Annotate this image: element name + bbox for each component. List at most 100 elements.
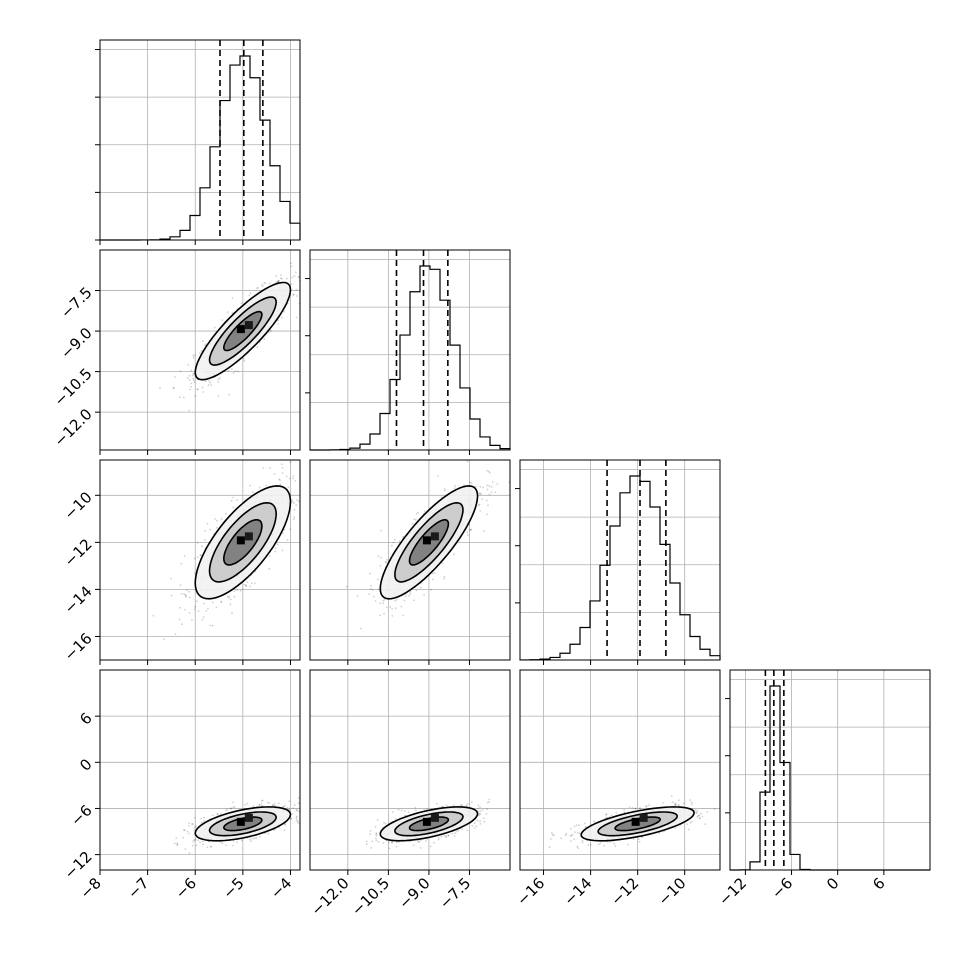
scatter-point [200,821,203,824]
scatter-point [221,842,224,845]
density-peak [244,532,253,541]
scatter-point [286,277,288,280]
scatter-point [408,594,410,597]
scatter-point [231,612,233,615]
scatter-point [675,803,678,806]
scatter-point [216,526,218,529]
scatter-point [193,839,196,842]
scatter-point [614,845,617,847]
density-peak [244,813,253,822]
scatter-point [277,280,280,282]
scatter-point [477,804,480,807]
scatter-point [689,799,691,801]
scatter-point [551,833,554,836]
scatter-point [186,589,188,592]
scatter-point [283,829,286,831]
scatter-point [486,469,488,472]
scatter-point [454,484,456,487]
scatter-point [455,830,458,833]
scatter-point [290,817,293,820]
scatter-point [388,841,390,844]
scatter-point [292,807,294,809]
scatter-point [244,804,247,806]
scatter-point [292,477,294,480]
scatter-point [290,283,293,285]
scatter-point [298,797,300,799]
scatter-point [365,840,368,843]
scatter-point [482,817,485,820]
scatter-point [217,378,220,381]
scatter-point [274,547,277,550]
scatter-point [466,829,469,832]
scatter-point [217,381,220,383]
scatter-point [688,828,690,831]
scatter-point [488,485,491,487]
scatter-point [388,847,391,850]
scatter-point [202,340,204,342]
scatter-point [658,832,661,834]
scatter-point [485,499,488,502]
scatter-point [176,844,179,846]
scatter-point [432,572,434,575]
scatter-point [250,840,253,843]
scatter-point [296,295,299,297]
scatter-point [194,354,196,356]
scatter-point [162,638,165,641]
scatter-point [384,822,387,825]
scatter-point [441,562,444,565]
y-tick-label: −6 [67,801,95,829]
scatter-point [578,824,580,827]
scatter-point [276,543,279,546]
scatter-point [236,589,239,591]
y-tick-label: −12.0 [50,405,95,450]
scatter-point [205,610,208,612]
scatter-point [254,582,256,585]
scatter-point [694,809,697,812]
scatter-point [466,460,469,463]
scatter-point [380,556,382,559]
scatter-point [475,825,478,827]
scatter-point [220,812,222,815]
scatter-point [279,483,282,486]
scatter-point [289,461,292,464]
scatter-point [194,605,197,608]
scatter-point [207,607,209,610]
scatter-point [183,829,185,831]
scatter-point [482,486,484,489]
scatter-point [442,805,444,808]
scatter-point [182,396,185,399]
scatter-point [372,595,375,598]
scatter-point [682,802,685,805]
scatter-point [290,262,292,265]
scatter-point [369,833,371,835]
panel-frame [519,459,721,661]
scatter-point [478,492,481,495]
scatter-point [280,463,283,466]
scatter-point [289,477,291,480]
scatter-point [232,844,234,847]
scatter-point [634,807,637,810]
scatter-point [227,596,230,599]
scatter-point [488,471,491,474]
scatter-point [391,811,394,813]
scatter-point [415,513,418,515]
scatter-point [192,354,195,357]
scatter-point [377,588,380,590]
scatter-point [369,587,372,590]
scatter-point [225,512,228,515]
scatter-point [376,578,379,581]
scatter-point [220,600,223,603]
scatter-point [196,388,199,391]
scatter-point [593,820,596,823]
scatter-point [415,519,417,521]
scatter-point [230,499,233,502]
scatter-point [290,265,293,268]
scatter-point [432,841,435,844]
scatter-point [260,802,263,805]
scatter-point [152,614,155,617]
scatter-point [273,803,276,805]
scatter-point [195,600,198,602]
scatter-point [200,350,203,352]
scatter-point [229,598,232,601]
scatter-point [293,804,296,807]
